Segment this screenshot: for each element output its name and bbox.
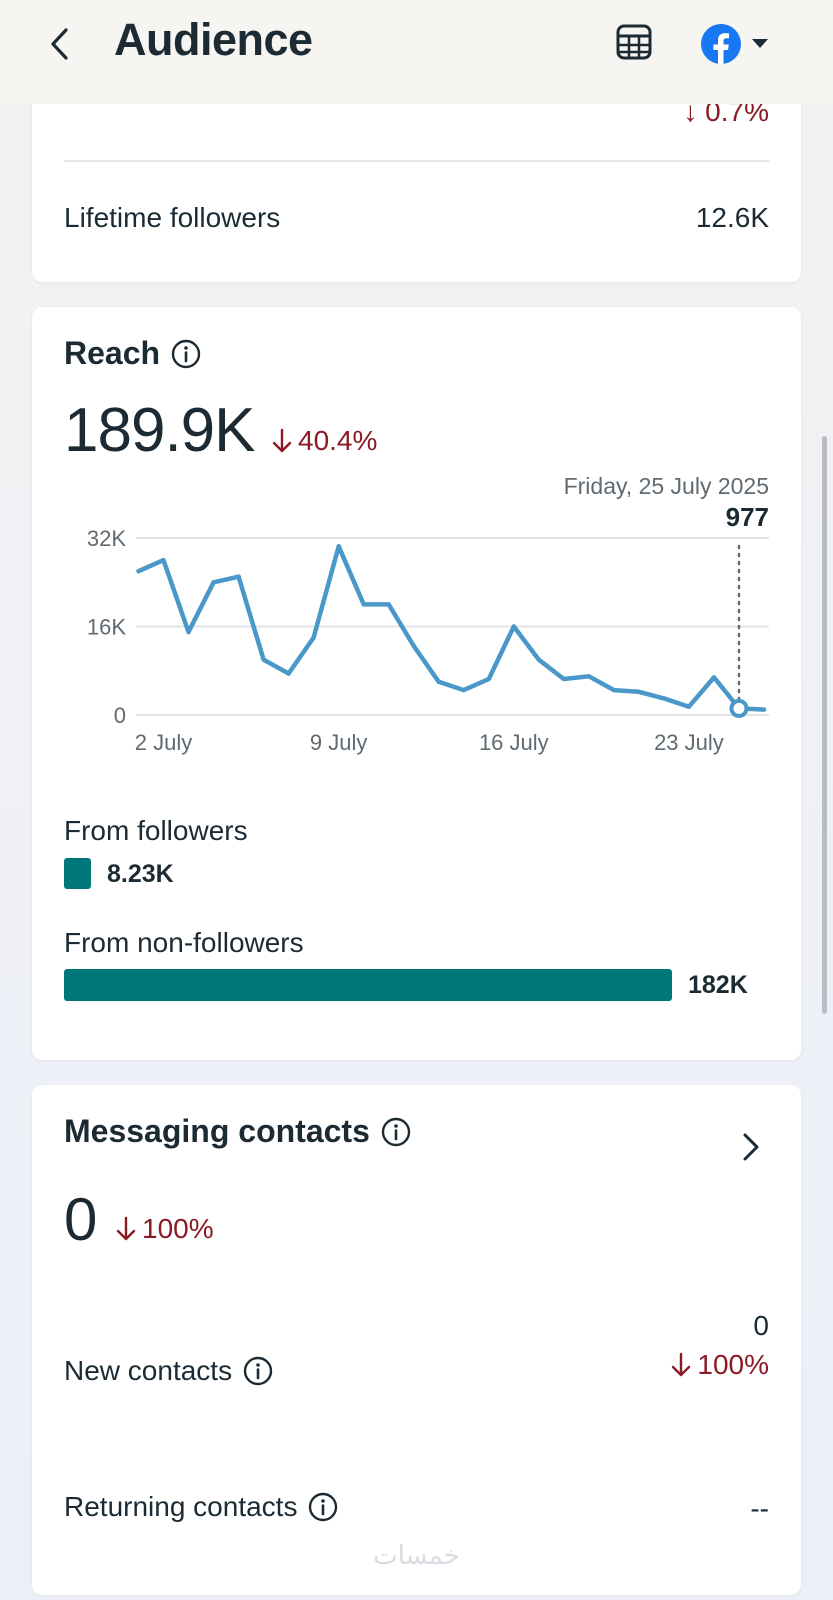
messaging-contacts-card[interactable]: Messaging contacts 0 100% New contacts bbox=[32, 1085, 801, 1595]
chevron-right-icon bbox=[743, 1133, 759, 1161]
y-tick-label: 32K bbox=[87, 526, 126, 551]
messaging-delta: 100% bbox=[116, 1213, 214, 1245]
data-point bbox=[761, 707, 767, 712]
arrow-down-icon bbox=[672, 1352, 691, 1377]
data-point bbox=[311, 635, 316, 640]
data-point bbox=[336, 544, 341, 549]
scrollbar[interactable] bbox=[822, 436, 827, 1014]
export-table-button[interactable] bbox=[614, 22, 658, 66]
reach-card: Reach 189.9K 40.4% Friday, 25 July 2025 … bbox=[32, 307, 801, 1060]
facebook-icon bbox=[701, 24, 741, 64]
y-tick-label: 0 bbox=[114, 703, 126, 728]
from-non-followers-bar bbox=[64, 969, 672, 1001]
tooltip-value: 977 bbox=[726, 502, 769, 532]
data-point bbox=[486, 676, 491, 682]
back-button[interactable] bbox=[40, 22, 80, 66]
from-non-followers-value: 182K bbox=[688, 971, 748, 999]
data-point bbox=[586, 674, 592, 679]
reach-line-chart: Friday, 25 July 2025 977 0 16K 32K 2 July 9… bbox=[87, 473, 769, 755]
reach-title: Reach bbox=[64, 335, 161, 371]
data-point bbox=[161, 557, 166, 563]
from-followers-bar bbox=[64, 858, 91, 889]
table-icon bbox=[616, 24, 652, 60]
lifetime-followers-label: Lifetime followers bbox=[64, 202, 281, 233]
from-non-followers-label: From non-followers bbox=[64, 927, 304, 958]
reach-value: 189.9K bbox=[64, 396, 256, 465]
arrow-down-icon bbox=[116, 1216, 136, 1241]
chevron-left-icon bbox=[51, 28, 68, 60]
data-point bbox=[286, 671, 291, 676]
x-tick-label: 9 July bbox=[310, 730, 367, 755]
data-point bbox=[261, 657, 266, 662]
messaging-open-button[interactable] bbox=[731, 1125, 771, 1169]
new-contacts-delta: 100% bbox=[671, 1349, 769, 1381]
returning-contacts-label: Returning contacts bbox=[64, 1491, 298, 1522]
reach-chart[interactable]: Friday, 25 July 2025 977 0 16K 32K 2 July 9… bbox=[64, 467, 784, 767]
app-header: Audience bbox=[0, 0, 833, 104]
data-point bbox=[236, 574, 241, 579]
reach-delta-value: 40.4% bbox=[298, 425, 378, 456]
returning-contacts-row: Returning contacts bbox=[64, 1491, 339, 1523]
data-point bbox=[361, 602, 366, 607]
divider bbox=[64, 160, 769, 162]
arrow-down-icon bbox=[272, 428, 292, 453]
from-followers-value: 8.23K bbox=[107, 860, 174, 888]
from-followers-label: From followers bbox=[64, 815, 248, 846]
watermark: خمسات bbox=[373, 1540, 460, 1570]
x-tick-label: 16 July bbox=[479, 730, 549, 755]
new-contacts-label: New contacts bbox=[64, 1355, 233, 1386]
new-contacts-value: 0 bbox=[753, 1310, 769, 1341]
new-contacts-delta-value: 100% bbox=[697, 1349, 769, 1380]
data-point bbox=[686, 704, 692, 709]
lifetime-followers-value: 12.6K bbox=[695, 202, 769, 233]
x-tick-label: 23 July bbox=[654, 730, 724, 755]
reach-title-row: Reach bbox=[64, 335, 202, 372]
x-tick-label: 2 July bbox=[135, 730, 192, 755]
data-point bbox=[436, 679, 441, 685]
data-point bbox=[561, 676, 567, 682]
data-point bbox=[136, 568, 141, 574]
data-point bbox=[411, 643, 416, 649]
y-tick-label: 16K bbox=[87, 615, 126, 640]
highlight-point bbox=[729, 698, 749, 718]
info-icon[interactable] bbox=[380, 1116, 412, 1148]
tooltip-date: Friday, 25 July 2025 bbox=[564, 473, 769, 499]
account-switcher[interactable] bbox=[700, 22, 784, 66]
data-point bbox=[211, 580, 216, 585]
info-icon[interactable] bbox=[242, 1355, 274, 1387]
info-icon[interactable] bbox=[307, 1491, 339, 1523]
messaging-delta-value: 100% bbox=[142, 1213, 214, 1244]
info-icon[interactable] bbox=[170, 338, 202, 370]
reach-delta: 40.4% bbox=[272, 425, 377, 457]
data-point bbox=[186, 629, 191, 635]
new-contacts-row: New contacts bbox=[64, 1355, 274, 1387]
reach-series-line bbox=[136, 544, 767, 712]
data-point bbox=[511, 624, 516, 629]
data-point bbox=[461, 687, 466, 693]
data-point bbox=[711, 675, 717, 680]
returning-contacts-value: -- bbox=[750, 1493, 769, 1524]
data-point bbox=[636, 689, 642, 694]
messaging-value: 0 bbox=[64, 1186, 97, 1253]
data-point bbox=[611, 687, 617, 693]
data-point bbox=[661, 696, 667, 701]
data-point bbox=[386, 602, 391, 607]
messaging-title-row: Messaging contacts bbox=[64, 1113, 412, 1150]
data-point bbox=[536, 657, 542, 662]
caret-down-icon bbox=[752, 39, 768, 48]
messaging-title: Messaging contacts bbox=[64, 1113, 370, 1149]
page-title: Audience bbox=[114, 14, 313, 65]
